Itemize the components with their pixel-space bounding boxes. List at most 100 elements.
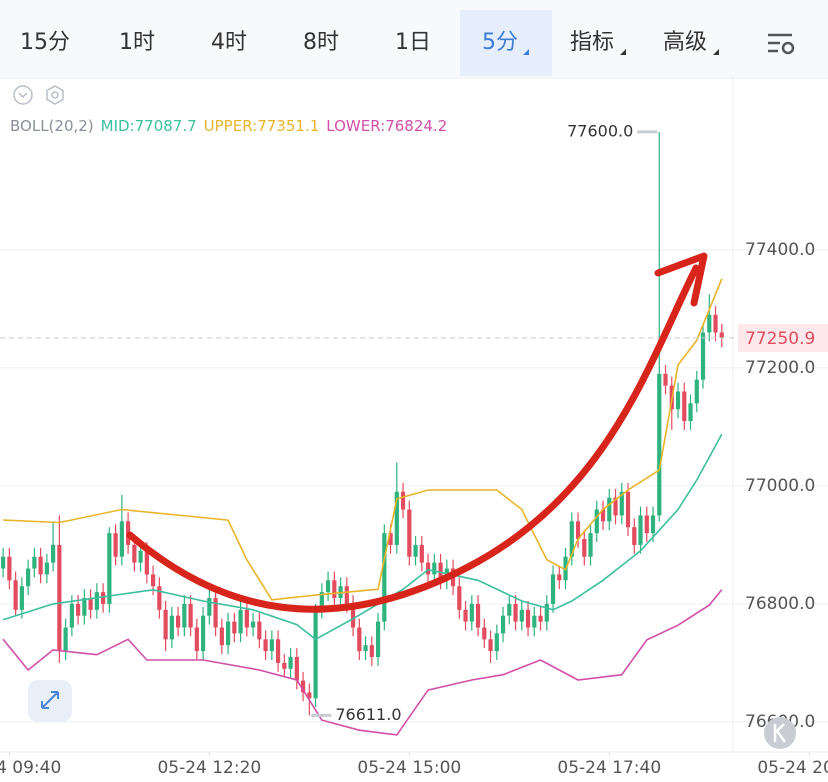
candle-body [69, 603, 74, 628]
y-tick-label: 77200.0 [745, 358, 815, 378]
x-tick-label: 05-24 20:00 [757, 758, 828, 778]
candle-body [357, 627, 362, 652]
tab[interactable]: 高级 [663, 30, 707, 55]
candle-body [613, 497, 618, 516]
candle-body [313, 609, 318, 699]
candle-body [475, 603, 481, 628]
candle-body [275, 639, 281, 663]
candle-body [263, 639, 268, 652]
expand-button[interactable] [28, 680, 72, 722]
dropdown-caret [523, 49, 529, 55]
candle-body [469, 603, 474, 622]
candle-body [500, 615, 506, 634]
tab[interactable]: 1日 [395, 30, 431, 55]
candle-body [157, 586, 162, 610]
candle-body [363, 645, 368, 652]
trend-arrow [126, 264, 700, 613]
x-tick-label: 05-24 17:40 [557, 758, 661, 778]
candle-body [588, 533, 593, 557]
candle-body [394, 491, 399, 545]
tab-active[interactable]: 5分 [482, 30, 518, 55]
candle-body [288, 657, 293, 669]
tab[interactable]: 指标 [570, 30, 614, 55]
candle-body [113, 533, 118, 557]
candle-body [688, 403, 693, 422]
candle-body [188, 603, 193, 628]
candle-body [369, 645, 374, 658]
candle-body [207, 598, 212, 616]
candle-body [694, 379, 699, 404]
dropdown-caret [620, 49, 626, 55]
tab[interactable]: 8时 [303, 30, 339, 55]
candle-body [575, 521, 581, 540]
candle-body [51, 544, 56, 563]
legend-entry: UPPER:77351.1 [203, 117, 320, 135]
extreme-label: 76611.0 [335, 705, 401, 724]
candle-body [438, 562, 443, 581]
candle-body [350, 603, 356, 628]
chart-icons[interactable] [13, 85, 64, 105]
current-price-label: 77250.9 [745, 329, 815, 349]
tab-bar [0, 0, 828, 78]
candle-body [144, 550, 149, 575]
candle-body [400, 491, 406, 510]
candle-body [7, 556, 12, 581]
indicator-line [3, 278, 723, 601]
candle-body [94, 592, 99, 610]
current-price-bg [738, 323, 828, 352]
candle-body [419, 544, 424, 563]
candle-body [182, 603, 187, 628]
candle-body [194, 627, 199, 652]
tab[interactable]: 4时 [211, 30, 247, 55]
candle-body [513, 603, 518, 622]
candle-body [482, 627, 487, 640]
candle-body [257, 621, 262, 640]
candle-body [382, 533, 387, 622]
candle-body [344, 586, 349, 604]
candle-body [638, 515, 643, 545]
candle-body [457, 586, 462, 610]
candle-body [82, 598, 87, 616]
tab[interactable]: 1时 [119, 30, 155, 55]
candle-body [76, 603, 81, 616]
candle-body [225, 621, 231, 646]
candle-body [19, 586, 24, 610]
candle-body [44, 562, 49, 575]
candle-body [607, 497, 612, 522]
indicator-name: BOLL(20,2) [10, 117, 94, 135]
candle-body [625, 491, 631, 528]
candle-body [38, 556, 43, 575]
indicator-legend: BOLL(20,2) MID:77087.7 UPPER:77351.1 LOW… [10, 117, 447, 135]
candle-body [32, 556, 37, 569]
legend-entry: LOWER:76824.2 [326, 117, 448, 135]
candle-body [557, 574, 562, 581]
x-tick-label: 05-24 15:00 [357, 758, 461, 778]
candle-body [1, 556, 6, 569]
candle-body [13, 580, 18, 610]
candle-body [151, 574, 156, 587]
tab[interactable]: 15分 [20, 30, 70, 55]
candle-body [675, 391, 681, 410]
candle-body [138, 550, 143, 563]
candle-body [532, 615, 537, 628]
candle-body [425, 562, 431, 575]
candle-body [594, 509, 599, 534]
candle-body [57, 544, 62, 652]
candle-body [375, 621, 381, 658]
trend-arrowhead [654, 252, 708, 307]
candle-body [269, 639, 274, 652]
extreme-label: 77600.0 [567, 121, 633, 140]
y-tick-label: 77400.0 [745, 240, 815, 260]
candle-body [63, 627, 68, 652]
plot: 76600.076800.077000.077200.077400.005-24… [0, 78, 828, 778]
x-tick-label: 05-24 12:20 [157, 758, 261, 778]
settings-icon[interactable] [768, 33, 795, 55]
candle-body [332, 580, 337, 599]
candle-body [644, 515, 649, 534]
candle-body [200, 615, 206, 652]
candle-body [707, 314, 712, 333]
candle-body [238, 609, 243, 634]
candle-body [525, 609, 531, 628]
legend-entry: MID:77087.7 [100, 117, 197, 135]
